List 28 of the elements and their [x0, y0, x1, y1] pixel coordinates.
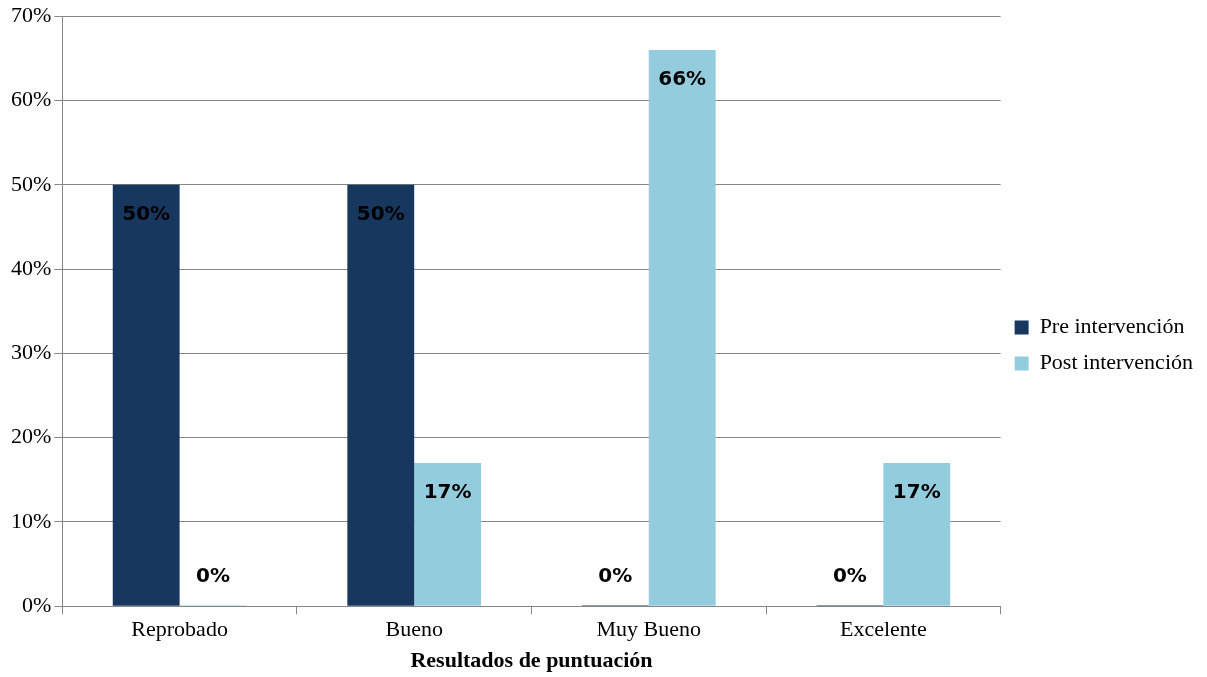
bar [648, 49, 716, 606]
data-label: 50% [356, 200, 405, 225]
bar [883, 462, 951, 606]
y-tick-label: 60% [11, 86, 52, 112]
y-tick-label: 40% [11, 254, 52, 280]
data-label: 50% [122, 200, 171, 225]
legend-label: Post intervención [1039, 349, 1194, 375]
data-label: 0% [196, 563, 231, 588]
y-tick-label: 70% [11, 1, 52, 27]
bar [347, 184, 415, 606]
legend-label: Pre intervención [1039, 313, 1185, 339]
bar [414, 462, 482, 606]
y-tick-label: 10% [11, 507, 52, 533]
x-tick-label: Excelente [839, 616, 927, 642]
y-tick-label: 20% [11, 423, 52, 449]
x-tick-label: Muy Bueno [596, 616, 702, 642]
y-tick-label: 0% [22, 591, 52, 617]
x-tick-label: Bueno [385, 616, 443, 642]
y-tick-label: 50% [11, 170, 52, 196]
x-axis-title: Resultados de puntuación [410, 647, 653, 673]
data-label: 0% [832, 563, 867, 588]
x-tick-label: Reprobado [131, 616, 228, 642]
bar [112, 184, 180, 606]
data-label: 0% [598, 563, 633, 588]
data-label: 66% [658, 66, 707, 91]
y-tick-label: 30% [11, 339, 52, 365]
data-label: 17% [892, 479, 941, 504]
data-label: 17% [423, 479, 472, 504]
